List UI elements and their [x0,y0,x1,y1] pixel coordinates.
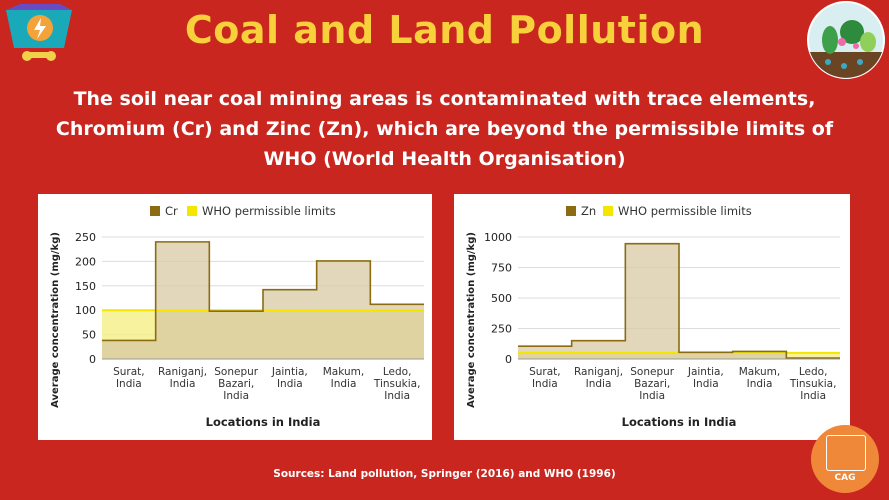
cr-category-label: India [384,390,410,402]
zn-category-label: India [586,378,612,390]
cr-category-label: Sonepur [214,366,259,378]
zn-chart-panel: 0 250 500 750 1000 Surat, India Raniganj, India S… [454,194,850,440]
zn-category-label: Tinsukia, [789,378,837,390]
cr-legend-label-series: Cr [165,204,178,218]
zn-ytick-label: 250 [491,323,512,336]
people-icon [826,435,866,471]
cr-step-5 [370,304,424,359]
cr-category-label: Tinsukia, [373,378,421,390]
cag-label: CAG [834,473,856,483]
cr-category-label: Raniganj, [158,366,207,378]
zn-ytick-label: 0 [505,353,512,366]
cr-ytick-label: 0 [89,353,96,366]
zn-category-label: India [693,378,719,390]
cr-step-4 [317,261,371,359]
zn-x-axis-title: Locations in India [622,415,737,429]
cr-category-label: India [116,378,142,390]
zn-step-4 [733,351,787,359]
zn-series-line [518,242,840,359]
cr-category-label: India [170,378,196,390]
zn-step-2 [625,244,679,359]
zn-category-label: India [747,378,773,390]
zn-category-label: India [800,390,826,402]
cag-logo: CAG [811,425,879,493]
cr-category-label: Makum, [323,366,364,378]
cr-category-label: India [331,378,357,390]
zn-category-label: Ledo, [799,366,828,378]
cr-ytick-label: 200 [75,255,96,268]
zn-legend-swatch-series [566,206,576,216]
cr-category-label: Jaintia, [271,366,308,378]
zn-category-label: Makum, [739,366,780,378]
zn-legend-label-series: Zn [581,204,596,218]
zn-category-label: India [532,378,558,390]
cr-category-label: Bazari, [218,378,254,390]
cr-category-label: Ledo, [383,366,412,378]
terrarium-icon [807,1,885,79]
zn-legend-swatch-who [603,206,613,216]
cr-x-axis-title: Locations in India [206,415,321,429]
cr-ytick-label: 100 [75,304,96,317]
zn-step-0 [518,346,572,359]
zn-category-label: Jaintia, [687,366,724,378]
zn-category-label: Raniganj, [574,366,623,378]
cr-y-axis-title: Average concentration (mg/kg) [50,232,61,408]
zn-step-3 [679,352,733,359]
zn-category-label: India [639,390,665,402]
zn-chart: 02505007501000Surat,IndiaRaniganj,IndiaS… [466,204,840,429]
page-subtitle: The soil near coal mining areas is conta… [55,88,834,170]
cr-category-label: India [223,390,249,402]
cr-ytick-label: 250 [75,231,96,244]
cr-category-label: India [277,378,303,390]
zn-ytick-label: 750 [491,262,512,275]
zn-ytick-label: 1000 [484,231,512,244]
cr-ytick-label: 150 [75,280,96,293]
cr-step-0 [102,340,156,359]
sources-note: Sources: Land pollution, Springer (2016)… [273,468,616,480]
cr-chart-panel: 0 50 100 150 200 250 Surat, India Raniganj, India… [38,194,432,440]
cr-category-label: Surat, [113,366,145,378]
zn-category-label: Bazari, [634,378,670,390]
cr-chart: 050100150200250Surat,IndiaRaniganj,India… [50,204,424,429]
cr-step-2 [209,311,263,359]
cr-step-3 [263,290,317,359]
zn-step-1 [572,341,626,359]
page-title: Coal and Land Pollution [184,8,705,52]
zn-y-axis-title: Average concentration (mg/kg) [466,232,477,408]
cr-series-line [102,241,424,342]
zn-ytick-label: 500 [491,292,512,305]
cr-ytick-label: 50 [82,329,96,342]
cr-legend-swatch-who [187,206,197,216]
coal-cart-icon [6,4,72,61]
zn-category-label: Surat, [529,366,561,378]
cr-legend-label-who: WHO permissible limits [202,204,336,218]
cr-legend-swatch-series [150,206,160,216]
zn-category-label: Sonepur [630,366,675,378]
cr-step-1 [156,242,210,359]
zn-legend-label-who: WHO permissible limits [618,204,752,218]
